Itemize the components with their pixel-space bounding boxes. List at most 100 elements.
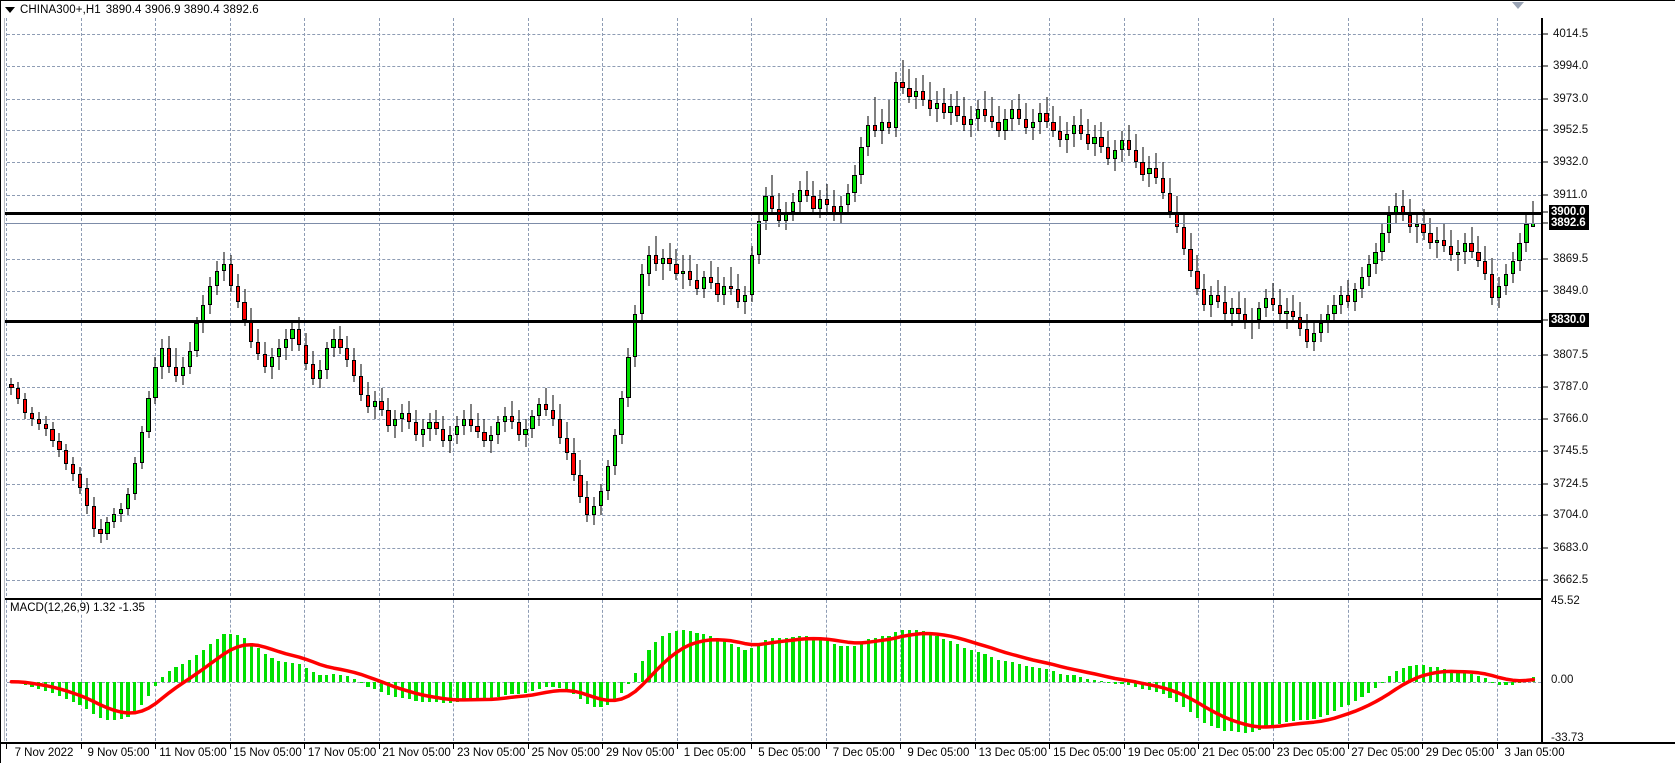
- candle-body: [742, 295, 748, 302]
- macd-bar: [887, 635, 891, 682]
- candle-body: [118, 509, 124, 514]
- candle-body: [290, 329, 295, 339]
- time-axis-tick: [825, 744, 827, 749]
- candlestick: [544, 18, 549, 596]
- candle-body: [893, 81, 898, 129]
- candle-body: [1188, 248, 1193, 271]
- price-level-tag[interactable]: 3830.0: [1549, 313, 1589, 328]
- macd-bar: [105, 681, 110, 720]
- axis-tick: [1543, 547, 1548, 549]
- candlestick: [1243, 18, 1248, 596]
- candlestick: [1229, 18, 1234, 596]
- macd-bar: [325, 674, 329, 682]
- candle-body: [612, 434, 617, 466]
- candle-wick: [689, 255, 691, 287]
- macd-bar: [578, 681, 583, 699]
- macd-bar: [1332, 681, 1337, 712]
- candlestick: [331, 18, 336, 596]
- price-axis-label: 3724.5: [1553, 477, 1589, 490]
- candle-body: [310, 363, 316, 380]
- candlestick: [379, 18, 384, 596]
- macd-bar: [1442, 668, 1446, 682]
- candlestick: [77, 18, 83, 596]
- time-axis-label: 15 Nov 05:00: [233, 747, 302, 759]
- time-axis-label: 23 Dec 05:00: [1276, 747, 1346, 759]
- grid-line-v: [1198, 600, 1200, 741]
- macd-bar: [764, 640, 768, 682]
- candle-body: [482, 431, 487, 442]
- candle-wick: [1080, 109, 1082, 141]
- macd-bar: [647, 649, 651, 682]
- candlestick: [660, 18, 665, 596]
- macd-signal-line: [9, 631, 1536, 729]
- candlestick: [1407, 18, 1413, 596]
- macd-bar: [304, 667, 308, 682]
- scroll-marker-icon[interactable]: [1512, 2, 1524, 9]
- grid-line-h: [2, 98, 1541, 100]
- macd-bar: [1367, 681, 1371, 693]
- grid-line-v: [527, 18, 529, 596]
- candle-wick: [833, 190, 835, 221]
- candle-body: [1058, 131, 1063, 141]
- candlestick: [1167, 18, 1173, 596]
- candle-body: [276, 348, 281, 358]
- chevron-down-icon[interactable]: [5, 6, 15, 13]
- candle-body: [283, 338, 288, 349]
- price-chart-panel[interactable]: [2, 18, 1541, 596]
- grid-line-h: [2, 386, 1541, 388]
- horizontal-level-line[interactable]: [2, 320, 1541, 324]
- macd-bar: [1243, 681, 1247, 733]
- price-axis[interactable]: 4014.5 3994.0 3973.0 3952.5 3932.0 3911.0 3869…: [1541, 18, 1675, 763]
- candlestick: [722, 18, 727, 596]
- macd-bar: [434, 681, 439, 702]
- current-price-tag[interactable]: 3892.6: [1549, 216, 1589, 231]
- candlestick: [1071, 18, 1077, 596]
- candle-body: [146, 397, 151, 432]
- time-axis-label: 21 Nov 05:00: [382, 747, 451, 759]
- macd-panel[interactable]: MACD(12,26,9) 1.32 -1.35: [2, 598, 1541, 741]
- macd-bar: [270, 658, 274, 682]
- time-axis-tick: [974, 744, 976, 749]
- price-axis-label: 3745.5: [1553, 445, 1589, 458]
- price-level-tag[interactable]: 3900.0: [1549, 204, 1589, 219]
- horizontal-level-line[interactable]: [2, 211, 1541, 215]
- macd-bar: [256, 648, 260, 682]
- candle-body: [187, 351, 192, 367]
- candlestick: [1284, 18, 1289, 596]
- candlestick: [1250, 18, 1255, 596]
- candle-body: [468, 419, 473, 426]
- axis-tick: [1543, 514, 1548, 516]
- macd-bar: [1401, 667, 1405, 682]
- candle-body: [969, 118, 974, 125]
- candlestick: [1085, 18, 1090, 596]
- macd-bar: [1093, 679, 1097, 682]
- candlestick: [729, 18, 734, 596]
- candlestick: [1099, 18, 1104, 596]
- time-axis-label: 21 Dec 05:00: [1202, 747, 1271, 759]
- macd-bar: [846, 646, 850, 682]
- candlestick: [1092, 18, 1097, 596]
- current-price-line: [2, 223, 1541, 225]
- macd-bar: [496, 681, 500, 697]
- time-axis-label: 27 Dec 05:00: [1351, 747, 1420, 759]
- candle-wick: [806, 171, 808, 203]
- candlestick: [489, 18, 494, 596]
- time-axis[interactable]: 7 Nov 2022 9 Nov 05:00 11 Nov 05:00 15 Nov …: [1, 742, 1675, 764]
- candlestick: [283, 18, 288, 596]
- candlestick: [639, 18, 645, 596]
- candle-body: [681, 270, 686, 274]
- candlestick: [139, 18, 144, 596]
- grid-line-v: [1272, 18, 1274, 596]
- grid-line-v: [6, 600, 7, 741]
- candle-body: [735, 289, 741, 302]
- macd-bar: [1463, 672, 1467, 682]
- candle-body: [619, 397, 624, 435]
- chart-title-bar: CHINA300+,H1 3890.4 3906.9 3890.4 3892.6: [1, 1, 1675, 18]
- time-axis-label: 9 Nov 05:00: [87, 747, 150, 759]
- macd-bar: [709, 636, 713, 682]
- candlestick: [1222, 18, 1227, 596]
- candlestick: [694, 18, 700, 596]
- time-axis-tick: [378, 744, 380, 749]
- macd-bar: [1099, 681, 1104, 683]
- grid-line-v: [602, 600, 604, 741]
